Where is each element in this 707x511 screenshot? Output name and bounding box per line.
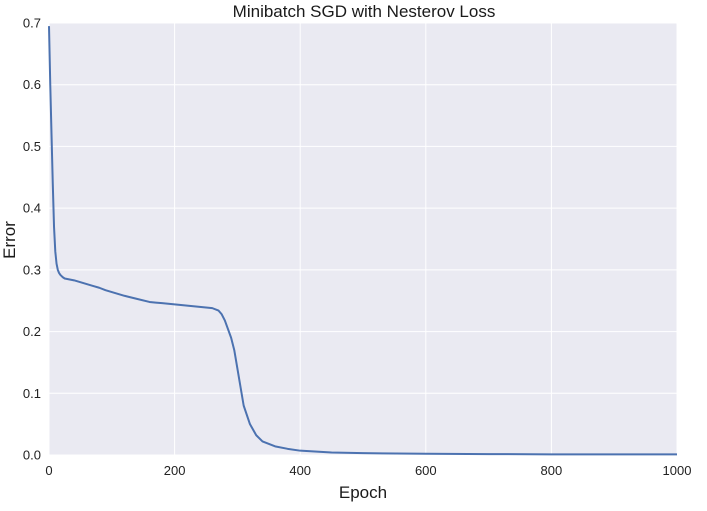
- y-tick-label: 0.4: [23, 201, 41, 216]
- y-tick-label: 0.0: [23, 448, 41, 463]
- y-axis-label: Error: [0, 221, 19, 259]
- y-tick-label: 0.2: [23, 324, 41, 339]
- x-axis-label: Epoch: [339, 483, 387, 502]
- y-tick-label: 0.3: [23, 262, 41, 277]
- chart-title: Minibatch SGD with Nesterov Loss: [233, 2, 496, 21]
- error-series-line: [48, 26, 677, 456]
- y-tick-label: 0.1: [23, 386, 41, 401]
- x-tick-label: 1000: [663, 463, 692, 478]
- x-tick-label: 400: [289, 463, 311, 478]
- y-tick-label: 0.5: [23, 139, 41, 154]
- y-tick-label: 0.6: [23, 77, 41, 92]
- x-tick-label: 600: [415, 463, 437, 478]
- x-tick-label: 200: [164, 463, 186, 478]
- x-tick-label: 0: [45, 463, 52, 478]
- x-tick-label: 800: [541, 463, 563, 478]
- y-tick-label: 0.7: [23, 16, 41, 31]
- x-axis-ticks: 0 200 400 600 800 1000: [45, 463, 691, 478]
- grid: [48, 22, 678, 456]
- y-axis-ticks: 0.0 0.1 0.2 0.3 0.4 0.5 0.6 0.7: [23, 16, 41, 463]
- plot-area: [49, 23, 677, 455]
